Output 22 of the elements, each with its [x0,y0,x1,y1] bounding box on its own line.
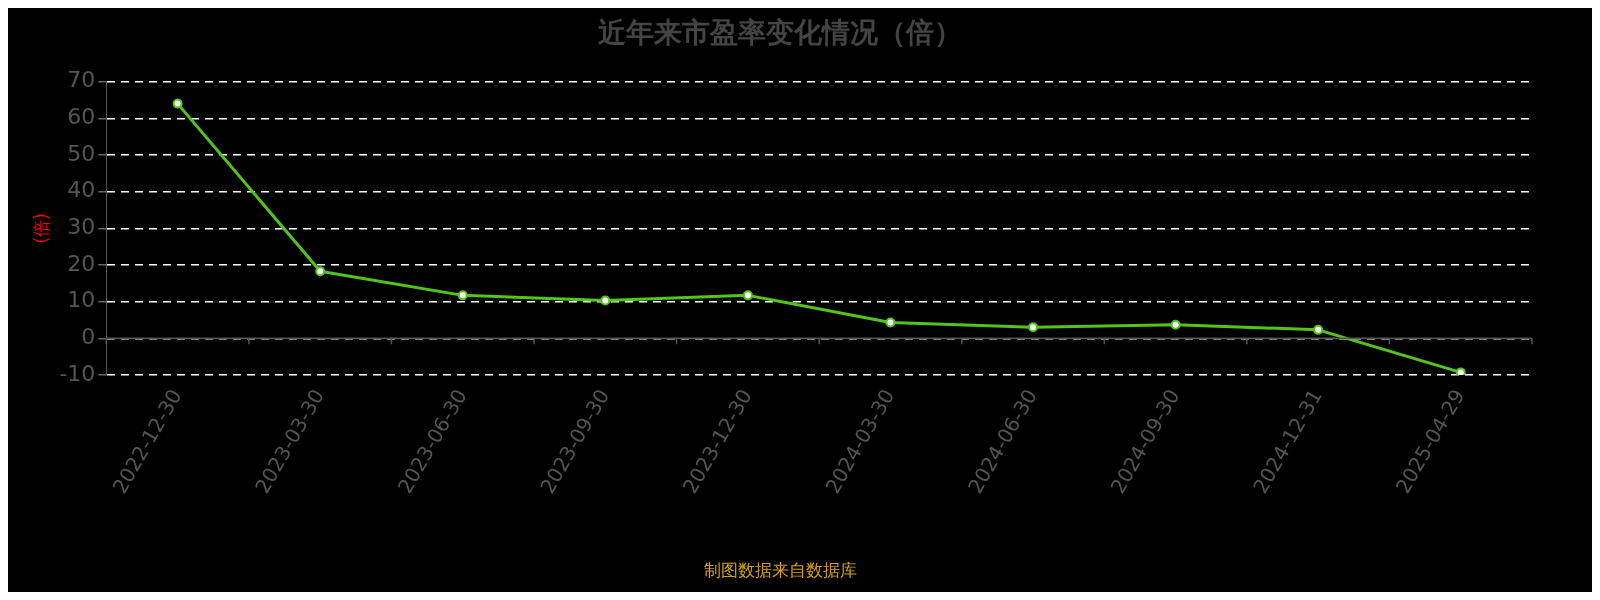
point [457,290,468,301]
point [1170,319,1181,330]
y-tick-label: 70 [67,67,96,93]
point [1313,324,1324,335]
y-tick-label: 60 [67,103,96,129]
chart-title: 近年来市盈率变化情况（倍） [598,16,962,50]
point [1455,367,1466,375]
y-tick-label: 50 [67,140,96,166]
point [742,290,753,301]
y-tick-label: 30 [67,213,96,239]
point [600,295,611,306]
y-tick-label: 40 [67,177,96,203]
text: 制图数据来自数据库 [703,560,857,581]
point [315,266,326,277]
y-axis-title: (倍) [30,213,51,244]
point [172,98,183,109]
y-tick-label: 20 [67,250,96,276]
y-tick-label: 0 [81,323,96,349]
point [1028,322,1039,333]
y-tick-label: 10 [67,287,96,313]
point [885,317,896,328]
y-tick-label: -10 [59,360,96,386]
